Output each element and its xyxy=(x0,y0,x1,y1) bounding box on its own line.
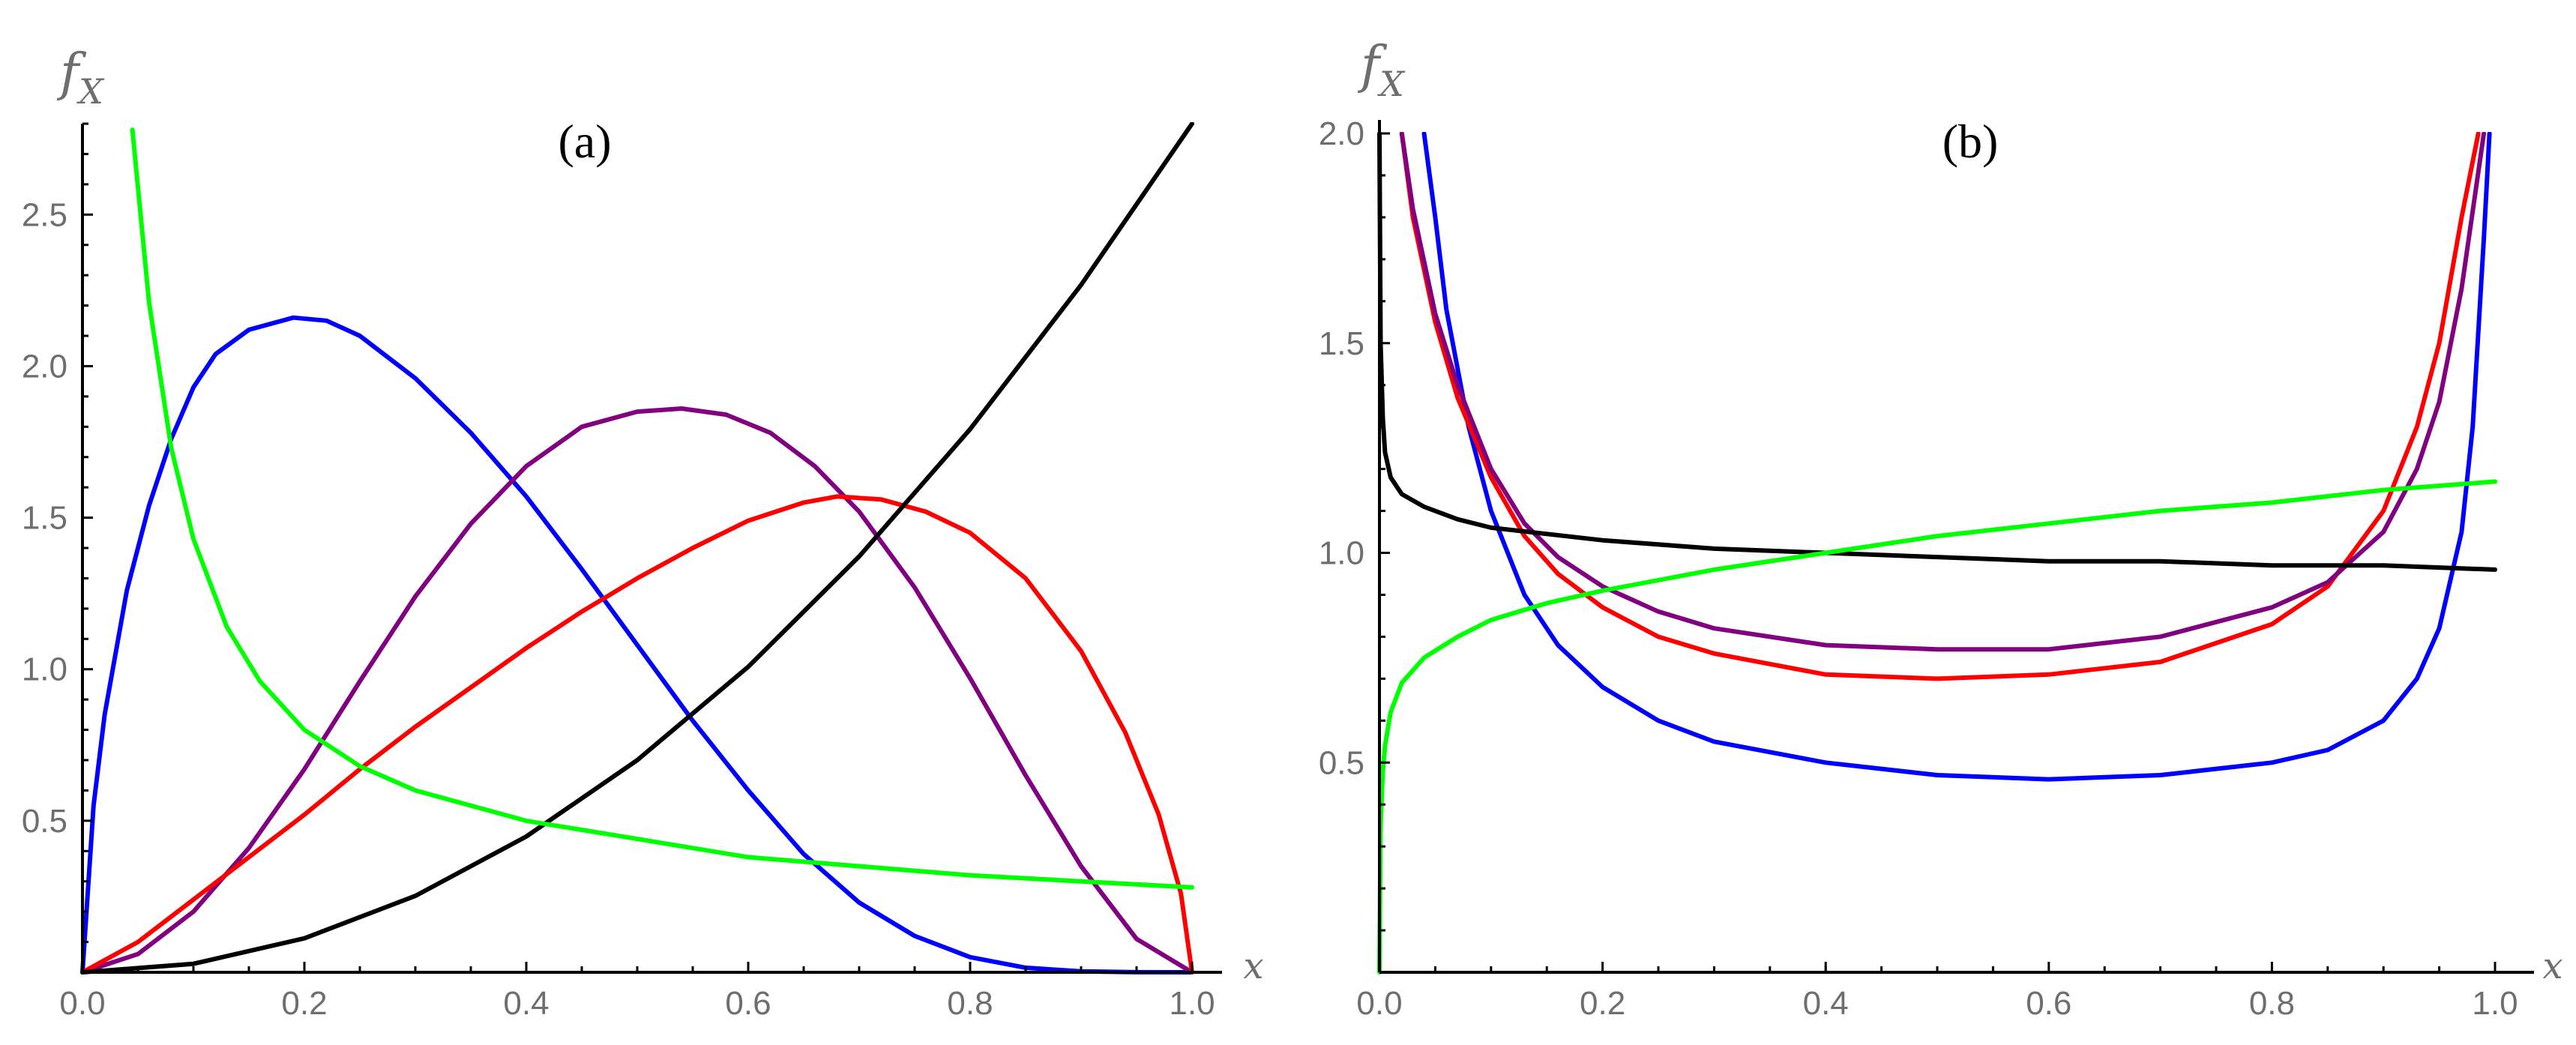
x-tick-label: 0.4 xyxy=(1803,985,1849,1022)
y-tick-label: 0.5 xyxy=(1319,744,1364,781)
series-line-1 xyxy=(80,315,1194,975)
series-line-1 xyxy=(1421,132,2492,782)
x-tick-label: 0.0 xyxy=(59,985,105,1022)
x-tick-label: 0.6 xyxy=(725,985,771,1022)
series-line-2 xyxy=(1399,132,2481,681)
series-line-3 xyxy=(80,494,1194,975)
series-line-2 xyxy=(80,406,1194,975)
y-tick-label: 2.0 xyxy=(1319,115,1364,152)
series-line-5 xyxy=(130,127,1194,890)
x-tick-label: 0.8 xyxy=(947,985,993,1022)
x-tick-label: 0.2 xyxy=(1580,985,1625,1022)
y-axis-label: fX xyxy=(1357,36,1406,104)
panel-label: (a) xyxy=(558,115,611,168)
series-line-3 xyxy=(1399,132,2487,652)
series-line-4 xyxy=(80,122,1194,975)
x-tick-label: 1.0 xyxy=(2472,985,2518,1022)
chart-panel-b: 0.0 0.2 0.4 0.6 0.8 1.0 0.5 1.0 1.5 2.0 fX x (b) xyxy=(1319,36,2563,1022)
y-tick-label: 1.5 xyxy=(1319,325,1364,362)
curves xyxy=(80,122,1194,975)
x-tick-label: 0.2 xyxy=(281,985,327,1022)
curves xyxy=(1377,132,2497,975)
chart-panel-a: 0.0 0.2 0.4 0.6 0.8 1.0 0.5 1.0 1.5 2.0 2.5 fX x (a) xyxy=(22,43,1264,1022)
x-tick-label: 0.4 xyxy=(503,985,549,1022)
y-axis-label: fX xyxy=(56,43,105,112)
series-line-4 xyxy=(1377,132,2497,572)
x-tick-label: 0.0 xyxy=(1356,985,1402,1022)
y-tick-label: 1.0 xyxy=(22,651,67,688)
panel-label: (b) xyxy=(1942,115,1999,168)
x-tick-label: 1.0 xyxy=(1169,985,1215,1022)
x-tick-label: 0.6 xyxy=(2026,985,2071,1022)
series-line-5 xyxy=(1377,479,2497,975)
y-tick-label: 2.0 xyxy=(22,348,67,385)
y-tick-label: 1.5 xyxy=(22,500,67,537)
x-axis-label: x xyxy=(1243,945,1263,987)
y-tick-label: 0.5 xyxy=(22,803,67,840)
y-tick-label: 2.5 xyxy=(22,196,67,233)
x-tick-label: 0.8 xyxy=(2249,985,2295,1022)
y-tick-label: 1.0 xyxy=(1319,535,1364,572)
x-axis-label: x xyxy=(2542,945,2563,987)
